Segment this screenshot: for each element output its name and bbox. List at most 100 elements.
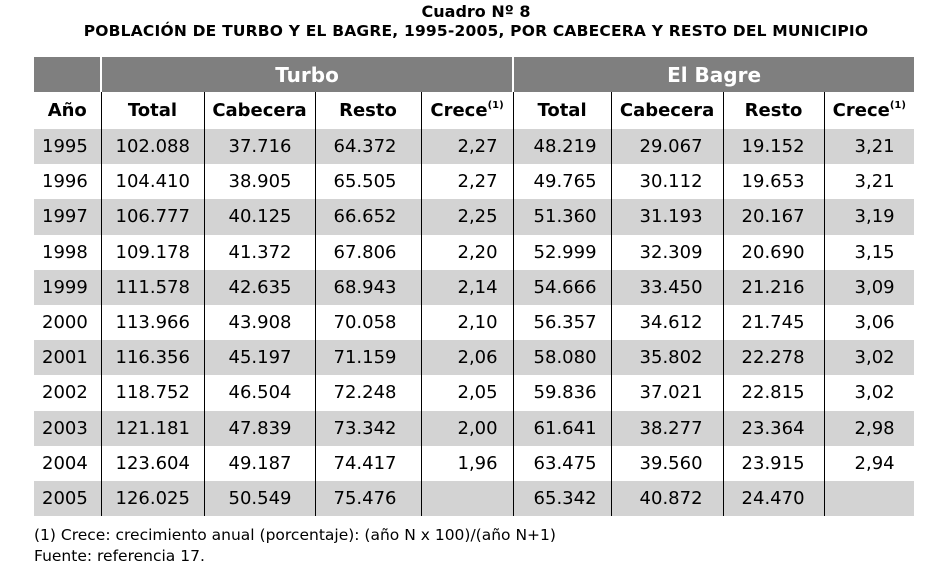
group-header-el-bagre: El Bagre (512, 57, 915, 92)
cell-turbo-resto: 68.943 (314, 269, 421, 305)
cell-year: 2001 (34, 340, 101, 376)
cell-bagre-resto: 23.364 (722, 410, 825, 446)
column-header-row: Año Total Cabecera Resto Crece(1) Total … (34, 92, 915, 129)
cell-turbo-crece: 2,27 (420, 129, 514, 165)
cell-bagre-cabecera: 33.450 (610, 269, 724, 305)
cell-bagre-resto: 23.915 (722, 445, 825, 481)
cell-turbo-total: 121.181 (100, 410, 204, 446)
col-header-turbo-total: Total (100, 92, 204, 129)
table-row: 2001 116.356 45.197 71.159 2,06 58.080 35.802 2… (34, 340, 915, 376)
table-row: 2004 123.604 49.187 74.417 1,96 63.475 39.560 2… (34, 445, 915, 481)
col-header-turbo-crece: Crece(1) (420, 92, 514, 129)
cell-bagre-crece (823, 480, 915, 517)
cell-bagre-cabecera: 30.112 (610, 164, 724, 200)
cell-turbo-resto: 64.372 (314, 129, 421, 165)
cell-turbo-resto: 74.417 (314, 445, 421, 481)
cell-turbo-cabecera: 47.839 (203, 410, 315, 446)
cell-bagre-resto: 21.216 (722, 269, 825, 305)
table-row: 2000 113.966 43.908 70.058 2,10 56.357 34.612 2… (34, 304, 915, 341)
cell-bagre-resto: 24.470 (722, 480, 825, 517)
cell-bagre-cabecera: 40.872 (610, 480, 724, 517)
cell-turbo-cabecera: 45.197 (203, 340, 315, 376)
cell-turbo-crece: 2,25 (420, 199, 514, 235)
cell-bagre-crece: 3,19 (823, 199, 915, 235)
cell-turbo-total: 102.088 (100, 129, 204, 165)
cell-bagre-total: 61.641 (512, 410, 612, 446)
cell-turbo-total: 118.752 (100, 375, 204, 411)
cell-year: 1995 (34, 129, 101, 165)
cell-bagre-crece: 2,94 (823, 445, 915, 481)
cell-year: 1999 (34, 269, 101, 305)
col-header-turbo-resto: Resto (314, 92, 421, 129)
cell-bagre-crece: 3,09 (823, 269, 915, 305)
cell-turbo-crece: 2,10 (420, 304, 514, 341)
cell-turbo-total: 109.178 (100, 234, 204, 270)
cell-turbo-cabecera: 40.125 (203, 199, 315, 235)
cell-turbo-cabecera: 46.504 (203, 375, 315, 411)
cell-bagre-cabecera: 39.560 (610, 445, 724, 481)
table-row: 2005 126.025 50.549 75.476 65.342 40.872 24.47… (34, 480, 915, 517)
cell-turbo-resto: 66.652 (314, 199, 421, 235)
cell-year: 2003 (34, 410, 101, 446)
cell-bagre-resto: 20.167 (722, 199, 825, 235)
cell-year: 1997 (34, 199, 101, 235)
table-row: 1996 104.410 38.905 65.505 2,27 49.765 30.112 1… (34, 164, 915, 200)
cell-turbo-crece: 2,20 (420, 234, 514, 270)
cell-bagre-total: 65.342 (512, 480, 612, 517)
cell-bagre-total: 58.080 (512, 340, 612, 376)
cell-bagre-crece: 3,21 (823, 164, 915, 200)
cell-bagre-crece: 3,02 (823, 375, 915, 411)
cell-turbo-total: 126.025 (100, 480, 204, 517)
group-header-blank (34, 57, 101, 92)
population-table: Turbo El Bagre Año Total Cabecera Resto … (34, 57, 915, 517)
cell-turbo-cabecera: 49.187 (203, 445, 315, 481)
table-row: 2003 121.181 47.839 73.342 2,00 61.641 38.277 2… (34, 410, 915, 446)
cell-turbo-crece: 1,96 (420, 445, 514, 481)
source-note: Fuente: referencia 17. (34, 547, 205, 565)
cell-turbo-crece: 2,05 (420, 375, 514, 411)
cell-bagre-total: 48.219 (512, 129, 612, 165)
col-header-bagre-resto: Resto (722, 92, 825, 129)
crece-footnote-mark: (1) (487, 100, 504, 111)
table-row: 2002 118.752 46.504 72.248 2,05 59.836 37.021 2… (34, 375, 915, 411)
cell-turbo-total: 111.578 (100, 269, 204, 305)
group-header-turbo: Turbo (99, 57, 514, 92)
cell-turbo-cabecera: 37.716 (203, 129, 315, 165)
cell-turbo-cabecera: 50.549 (203, 480, 315, 517)
cell-year: 2000 (42, 312, 88, 334)
cell-year: 1996 (42, 171, 88, 193)
col-header-turbo-cabecera: Cabecera (203, 92, 315, 129)
cell-bagre-resto: 22.278 (722, 340, 825, 376)
cell-bagre-crece: 3,21 (823, 129, 915, 165)
cell-bagre-total: 56.357 (512, 304, 612, 341)
cell-turbo-total: 113.966 (100, 304, 204, 341)
table-row: 1999 111.578 42.635 68.943 2,14 54.666 33.450 2… (34, 269, 915, 305)
group-header-row: Turbo El Bagre (34, 57, 915, 92)
cell-bagre-total: 54.666 (512, 269, 612, 305)
table-subtitle: POBLACIÓN DE TURBO Y EL BAGRE, 1995-2005… (83, 22, 869, 40)
cell-bagre-cabecera: 34.612 (610, 304, 724, 341)
cell-bagre-total: 52.999 (512, 234, 612, 270)
table-title: Cuadro Nº 8 (421, 2, 531, 21)
cell-bagre-crece: 3,02 (823, 340, 915, 376)
cell-bagre-resto: 22.815 (722, 375, 825, 411)
cell-turbo-total: 106.777 (100, 199, 204, 235)
cell-bagre-resto: 19.653 (722, 164, 825, 200)
cell-bagre-cabecera: 35.802 (610, 340, 724, 376)
cell-turbo-crece (420, 480, 514, 517)
cell-turbo-cabecera: 41.372 (203, 234, 315, 270)
cell-turbo-total: 116.356 (100, 340, 204, 376)
cell-bagre-total: 49.765 (512, 164, 612, 200)
cell-year: 1998 (42, 241, 88, 263)
crece-footnote-mark: (1) (889, 100, 906, 111)
cell-bagre-cabecera: 38.277 (610, 410, 724, 446)
cell-turbo-resto: 72.248 (314, 375, 421, 411)
cell-bagre-total: 59.836 (512, 375, 612, 411)
cell-turbo-crece: 2,06 (420, 340, 514, 376)
table-row: 1995 102.088 37.716 64.372 2,27 48.219 29.067 1… (34, 129, 915, 165)
cell-year: 2005 (34, 480, 101, 517)
cell-turbo-resto: 71.159 (314, 340, 421, 376)
cell-turbo-resto: 73.342 (314, 410, 421, 446)
col-header-year: Año (34, 92, 101, 129)
cell-bagre-crece: 2,98 (823, 410, 915, 446)
